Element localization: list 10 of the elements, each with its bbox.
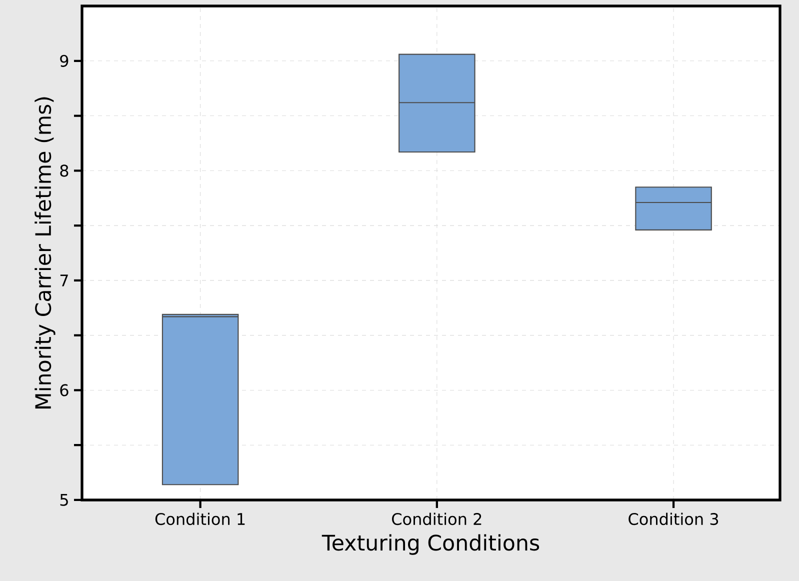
y-tick-label: 6	[60, 384, 68, 396]
y-axis-title: Minority Carrier Lifetime (ms)	[34, 97, 56, 408]
x-tick-label: Condition 1	[155, 512, 245, 526]
x-tick-label: Condition 2	[392, 512, 482, 526]
y-tick-label: 8	[60, 164, 68, 177]
y-tick-label: 5	[60, 494, 68, 506]
y-tick-label: 7	[60, 274, 68, 286]
y-tick-label: 9	[60, 54, 68, 67]
x-axis-title: Texturing Conditions	[322, 534, 540, 555]
x-tick-label: Condition 3	[628, 512, 718, 526]
